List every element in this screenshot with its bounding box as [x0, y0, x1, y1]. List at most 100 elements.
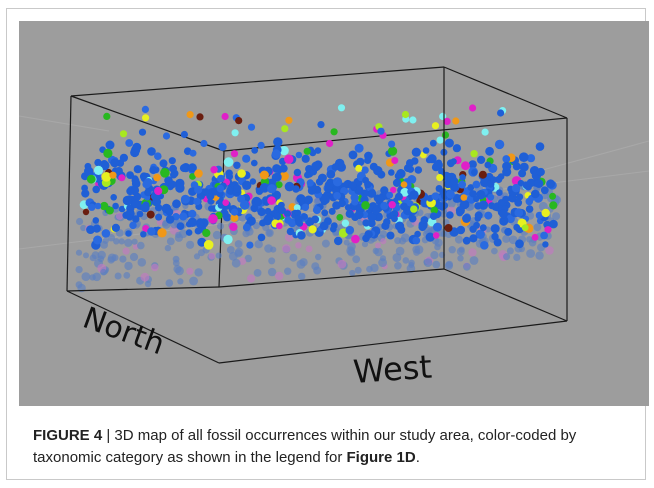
fossil-point [122, 195, 133, 206]
fossil-point [444, 261, 453, 270]
fossil-point [131, 238, 138, 245]
fossil-point [174, 233, 183, 242]
fossil-point [334, 236, 343, 246]
fossil-point [251, 159, 258, 167]
fossil-point [155, 213, 163, 221]
fossil-point [208, 214, 218, 224]
fossil-point [217, 174, 225, 183]
fossil-point [154, 186, 163, 196]
fossil-point [159, 159, 168, 168]
fossil-point [380, 201, 389, 210]
fossil-point [525, 205, 534, 213]
fossil-point [110, 158, 120, 168]
fossil-point [411, 147, 421, 157]
fossil-point [100, 268, 107, 276]
fossil-point [268, 257, 276, 265]
fossil-point [126, 187, 135, 196]
fossil-point [105, 140, 115, 150]
fossil-point [533, 223, 542, 232]
fossil-point [367, 219, 376, 228]
fossil-point [436, 174, 444, 182]
fossil-points [75, 104, 562, 293]
fossil-point [441, 131, 450, 139]
box-edge [443, 66, 568, 119]
fossil-point [111, 223, 120, 232]
fossil-point [262, 196, 269, 203]
fossil-point [375, 242, 381, 249]
fossil-point [144, 188, 152, 197]
fossil-point [471, 169, 478, 176]
fossil-point [257, 141, 265, 149]
fossil-point [94, 202, 102, 210]
fossil-point [480, 241, 489, 250]
fossil-point [298, 272, 306, 281]
fossil-point [491, 247, 498, 255]
fossil-point [196, 113, 204, 121]
fossil-point [491, 232, 499, 241]
fossil-point [511, 184, 521, 193]
fossil-point [81, 272, 91, 281]
fossil-point [319, 221, 329, 231]
fossil-point [259, 219, 267, 227]
fossil-point [549, 201, 558, 210]
fossil-point [92, 272, 102, 282]
fossil-point [392, 253, 402, 262]
fossil-point [450, 177, 459, 186]
fossil-point [249, 178, 257, 185]
fossil-point [141, 105, 149, 113]
fossil-point [92, 224, 101, 233]
fossil-point [336, 214, 344, 221]
fossil-point [388, 146, 398, 156]
fossil-point [444, 224, 453, 232]
fossil-point [284, 181, 295, 192]
fossil-point [526, 154, 536, 163]
fossil-point [495, 175, 503, 184]
fossil-point [223, 234, 233, 245]
fossil-point [394, 192, 403, 201]
fossil-point [502, 195, 510, 203]
fossil-point [369, 162, 378, 171]
fossil-point [436, 136, 444, 144]
caption-label: FIGURE 4 [33, 427, 103, 444]
fossil-point [273, 137, 283, 147]
fossil-point [180, 194, 190, 204]
fossil-point [446, 189, 455, 199]
fossil-point [410, 205, 418, 213]
fossil-point [345, 209, 354, 218]
fossil-point [112, 202, 119, 210]
fossil-point [388, 201, 396, 209]
fossil-point [420, 216, 429, 224]
fossil-point [402, 257, 410, 264]
fossil-point [370, 263, 379, 273]
fossil-point [352, 255, 361, 264]
fossil-point [380, 238, 387, 245]
fossil-point [364, 180, 372, 189]
fossil-point [506, 214, 515, 224]
fossil-point [254, 240, 263, 249]
fossil-point [390, 186, 397, 194]
fossil-point [379, 255, 387, 262]
fossil-point [208, 252, 216, 260]
fossil-point [187, 217, 198, 227]
fossil-point [101, 172, 112, 182]
fossil-point [157, 228, 167, 238]
fossil-point [264, 244, 273, 253]
fossil-point [337, 259, 347, 269]
fossil-point [202, 188, 210, 196]
fossil-point [118, 205, 126, 213]
fossil-point [80, 224, 87, 232]
fossil-point [540, 186, 549, 195]
fossil-point [259, 170, 269, 180]
fossil-point [348, 181, 357, 190]
fossil-point [93, 235, 103, 245]
fossil-point [140, 272, 150, 282]
fossil-point [321, 239, 330, 248]
fossil-point [434, 243, 441, 251]
fossil-point [196, 220, 204, 228]
figure-frame: North West FIGURE 4 | 3D map of all foss… [6, 8, 649, 480]
fossil-point [111, 254, 119, 262]
fossil-point [126, 171, 134, 180]
fossil-point [267, 184, 277, 194]
fossil-point [372, 247, 379, 255]
fossil-point [485, 146, 494, 156]
